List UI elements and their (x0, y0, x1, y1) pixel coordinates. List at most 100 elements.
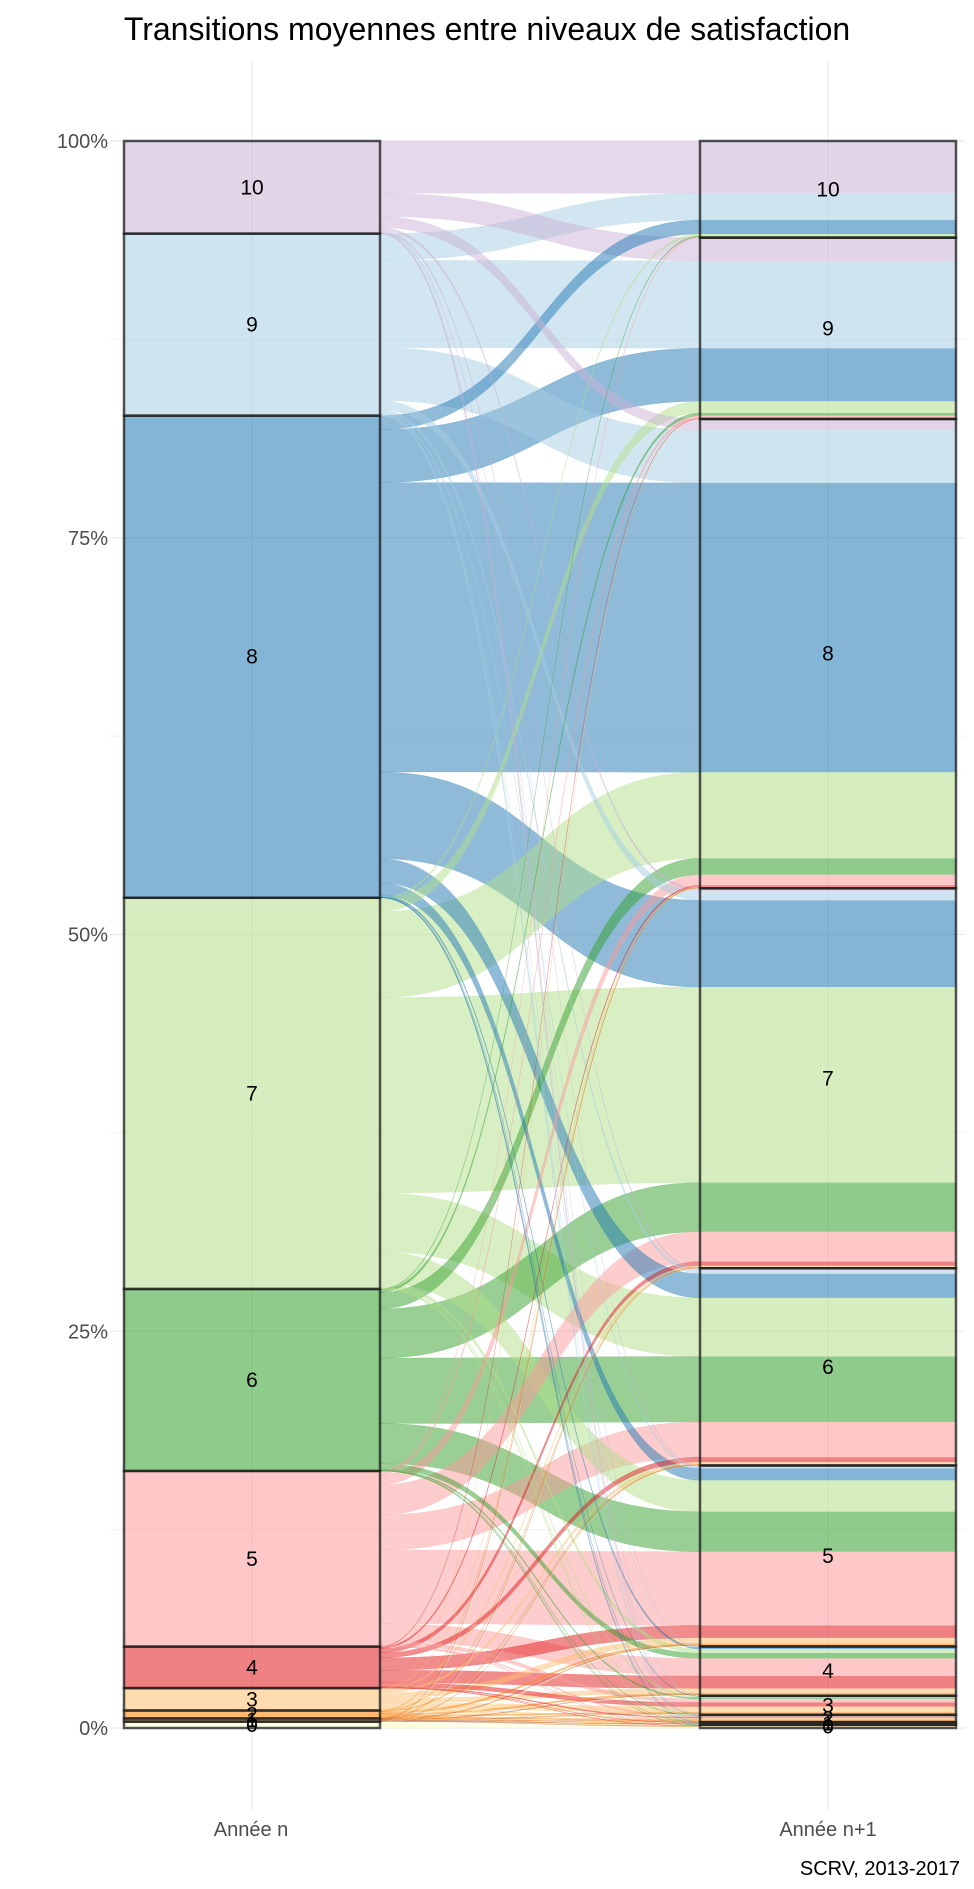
stratum-left-5 (122, 1469, 382, 1648)
stratum-left-9 (122, 232, 382, 417)
right-subsegment (700, 1643, 956, 1646)
right-subsegment (700, 1688, 956, 1693)
right-subsegment (700, 1718, 956, 1720)
flow-10-to-10 (379, 140, 701, 194)
right-subsegment (700, 1462, 956, 1465)
right-subsegment (700, 1466, 956, 1469)
right-subsegment (700, 1511, 956, 1552)
stratum-label-right-5: 5 (822, 1545, 834, 1568)
right-subsegment (700, 220, 956, 235)
stratum-label-left-3: 3 (246, 1688, 258, 1711)
flow-8-to-8 (379, 482, 701, 773)
stratum-right-10 (698, 139, 958, 239)
y-tick-label: 100% (57, 131, 108, 153)
right-subsegment (700, 1696, 956, 1698)
right-subsegment (700, 234, 956, 236)
right-subsegment (700, 1652, 956, 1659)
stratum-left-7 (122, 896, 382, 1291)
stratum-left-10 (122, 139, 382, 235)
caption: SCRV, 2013-2017 (800, 1858, 960, 1880)
right-subsegment (700, 900, 956, 987)
right-subsegment (700, 1356, 956, 1423)
right-subsegment (700, 1697, 956, 1699)
right-subsegment (700, 348, 956, 402)
right-subsegment (700, 235, 956, 237)
stratum-left-6 (122, 1287, 382, 1473)
stratum-label-right-9: 9 (822, 317, 834, 340)
right-subsegment (700, 1649, 956, 1653)
right-subsegment (700, 1270, 956, 1274)
stratum-left-4 (122, 1645, 382, 1690)
stratum-label-left-7: 7 (246, 1082, 258, 1105)
stratum-bars (122, 139, 958, 1730)
right-subsegment (700, 891, 956, 901)
stratum-left-8 (122, 414, 382, 900)
right-subsegment (700, 1625, 956, 1638)
right-subsegment (700, 1231, 956, 1262)
right-subsegment (700, 1297, 956, 1357)
right-subsegment (700, 1265, 956, 1268)
stratum-label-right-7: 7 (822, 1067, 834, 1090)
right-subsegment (700, 193, 956, 221)
stratum-label-left-9: 9 (246, 314, 258, 337)
right-subsegment (700, 1480, 956, 1512)
right-subsegment (700, 237, 956, 261)
right-subsegment (700, 986, 956, 1183)
stratum-label-right-6: 6 (822, 1356, 834, 1379)
flow-0-to-0 (379, 1726, 701, 1729)
stratum-label-left-6: 6 (246, 1369, 258, 1392)
right-subsegment (700, 1706, 956, 1713)
right-subsegment (700, 1273, 956, 1298)
stratum-label-left-0: 0 (246, 1714, 258, 1737)
right-subsegment (700, 415, 956, 419)
x-axis-label-year-n: Année n (214, 1819, 289, 1841)
right-subsegment (700, 1182, 956, 1232)
right-subsegment (700, 260, 956, 349)
right-subsegment (700, 1637, 956, 1644)
stratum-label-left-8: 8 (246, 646, 258, 669)
stratum-label-right-8: 8 (822, 643, 834, 666)
stratum-label-left-1: 1 (246, 1709, 258, 1732)
right-subsegment (700, 1647, 956, 1650)
x-axis-label-year-n1: Année n+1 (779, 1819, 876, 1841)
stratum-label-right-4: 4 (822, 1660, 834, 1683)
right-subsegment (700, 874, 956, 886)
right-subsegment (700, 885, 956, 887)
right-subsegment (700, 412, 956, 416)
y-axis: 0% 25% 50% 75% 100% (57, 131, 108, 1740)
right-subsegment (700, 1675, 956, 1689)
stratum-label-right-0: 0 (822, 1715, 834, 1738)
right-subsegment (700, 772, 956, 859)
y-tick-label: 75% (68, 528, 108, 550)
stratum-label-right-2: 2 (822, 1708, 834, 1731)
y-tick-label: 0% (79, 1718, 108, 1740)
right-subsegment (700, 1422, 956, 1458)
right-subsegment (700, 430, 956, 483)
right-subsegment (700, 1551, 956, 1626)
right-subsegment (700, 1719, 956, 1722)
stratum-label-left-2: 2 (246, 1703, 258, 1726)
stratum-label-left-4: 4 (246, 1656, 258, 1679)
stratum-label-right-10: 10 (816, 178, 839, 201)
right-subsegment (700, 1468, 956, 1481)
stratum-label-left-10: 10 (240, 176, 263, 199)
right-subsegment (700, 1717, 956, 1719)
right-subsegment (700, 1692, 956, 1695)
flows (379, 140, 701, 1729)
y-tick-label: 50% (68, 925, 108, 947)
stratum-label-right-1: 1 (822, 1712, 834, 1735)
right-subsegment (700, 1702, 956, 1707)
right-subsegment (700, 482, 956, 773)
right-subsegment (700, 1716, 956, 1718)
stratum-label-right-3: 3 (822, 1694, 834, 1717)
right-subsegment (700, 888, 956, 892)
right-subsegment (700, 141, 956, 194)
right-subsegment (700, 1658, 956, 1676)
chart-title: Transitions moyennes entre niveaux de sa… (124, 11, 850, 47)
right-subsegment (700, 1712, 956, 1714)
right-subsegment (700, 858, 956, 875)
right-subsegment (700, 1261, 956, 1266)
y-tick-label: 25% (68, 1321, 108, 1343)
